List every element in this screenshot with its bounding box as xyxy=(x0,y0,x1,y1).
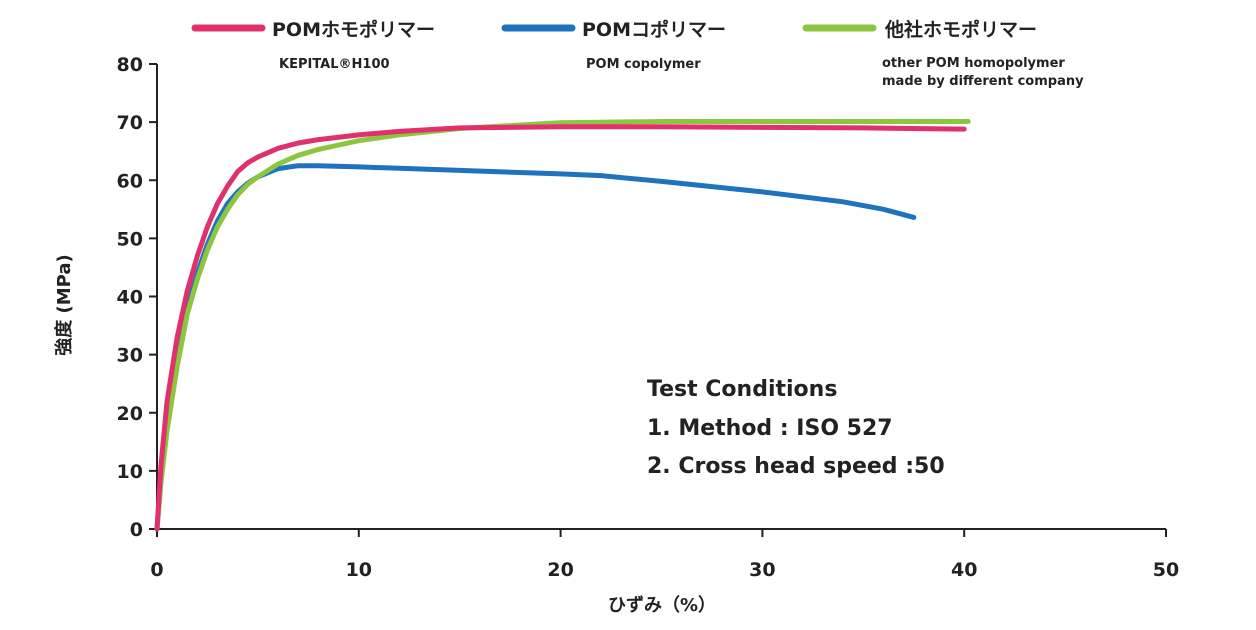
x-tick-label: 20 xyxy=(547,559,573,581)
x-tick-label: 0 xyxy=(150,559,163,581)
legend-label-series-0: POMホモポリマー xyxy=(272,18,435,41)
legend-sublabel-series-1: POM copolymer xyxy=(586,57,701,72)
y-tick-label: 10 xyxy=(117,461,143,483)
legend: POMホモポリマー KEPITAL®H100 POMコポリマー POM copo… xyxy=(191,18,1084,89)
legend-sublabel-line-1: made by different company xyxy=(882,74,1084,89)
note-title: Test Conditions xyxy=(647,377,837,402)
test-conditions-note: Test Conditions 1. Method : ISO 527 2. C… xyxy=(647,377,945,479)
x-tick-label: 40 xyxy=(951,559,977,581)
x-axis-ticks: 0 10 20 30 40 50 xyxy=(150,529,1179,581)
y-tick-label: 60 xyxy=(117,170,143,192)
legend-sublabel-series-2: other POM homopolymer made by different c… xyxy=(882,56,1084,89)
y-tick-label: 20 xyxy=(117,403,143,425)
y-tick-label: 30 xyxy=(117,345,143,367)
x-tick-label: 50 xyxy=(1153,559,1179,581)
note-speed: 2. Cross head speed :50 xyxy=(647,454,945,479)
y-tick-label: 0 xyxy=(130,519,143,541)
legend-label-series-2: 他社ホモポリマー xyxy=(884,18,1037,41)
legend-sublabel-line-0: other POM homopolymer xyxy=(882,56,1065,71)
y-tick-label: 40 xyxy=(117,287,143,309)
y-tick-label: 80 xyxy=(117,54,143,76)
y-tick-label: 70 xyxy=(117,112,143,134)
y-axis-ticks: 0 10 20 30 40 50 60 70 80 xyxy=(117,54,157,541)
y-axis-title: 強度 (MPa) xyxy=(53,254,75,356)
series-lines xyxy=(154,119,971,532)
x-tick-label: 30 xyxy=(749,559,775,581)
series-line-2 xyxy=(154,119,971,532)
x-tick-label: 10 xyxy=(346,559,372,581)
y-tick-label: 50 xyxy=(117,228,143,250)
legend-label-series-1: POMコポリマー xyxy=(582,18,726,41)
legend-sublabel-series-0: KEPITAL®H100 xyxy=(279,57,390,72)
x-axis-title: ひずみ（%） xyxy=(608,595,716,616)
note-method: 1. Method : ISO 527 xyxy=(647,416,893,441)
series-line-0 xyxy=(154,124,967,532)
